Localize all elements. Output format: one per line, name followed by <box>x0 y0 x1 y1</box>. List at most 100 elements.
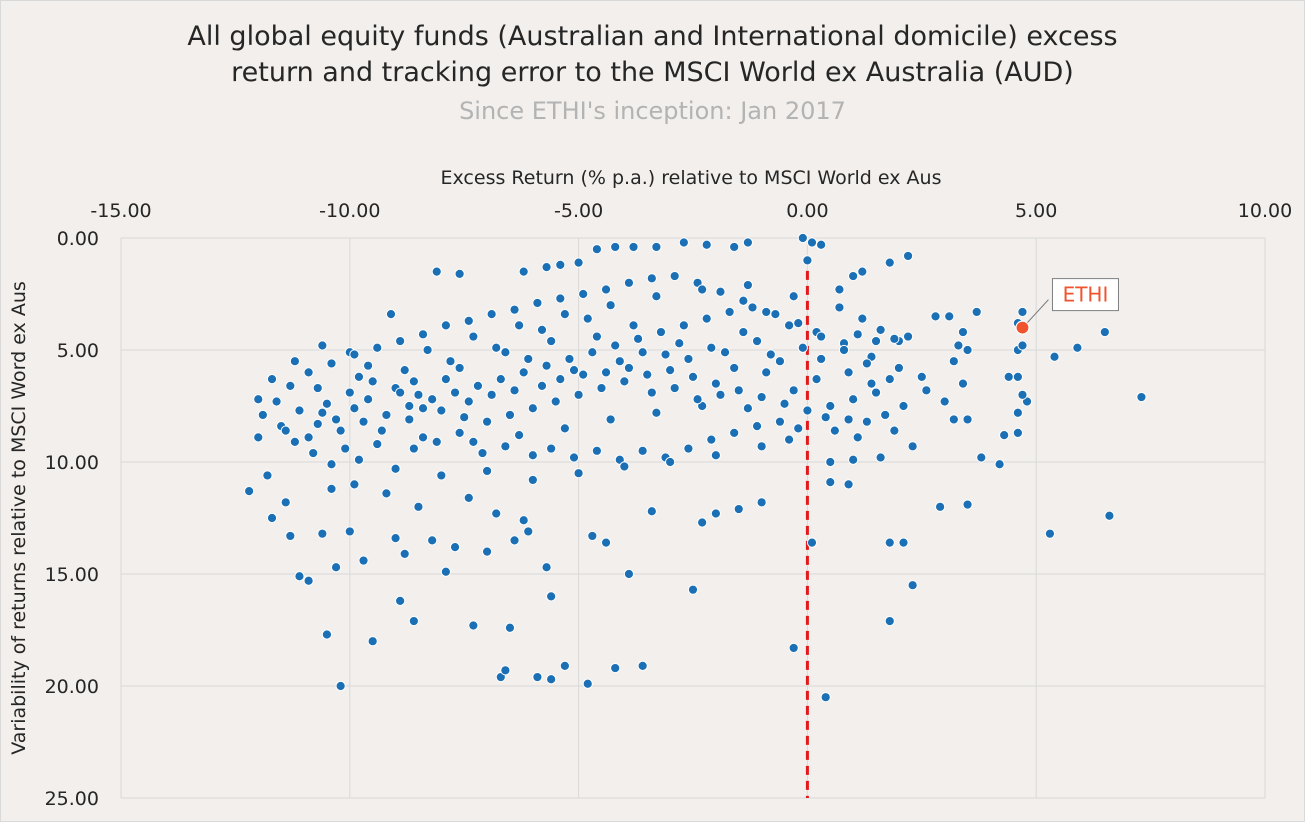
data-point <box>546 443 557 454</box>
data-point <box>486 309 497 320</box>
data-point <box>820 692 831 703</box>
data-point <box>449 387 461 398</box>
data-point <box>582 678 593 689</box>
data-point <box>1012 407 1023 418</box>
data-point <box>523 526 534 537</box>
data-point <box>742 403 754 414</box>
data-point <box>317 528 328 539</box>
data-point <box>559 309 570 320</box>
chart-title: All global equity funds (Australian and … <box>187 21 1118 88</box>
data-point <box>825 456 836 468</box>
data-point <box>701 239 712 250</box>
data-point <box>477 447 488 459</box>
data-point <box>852 432 863 443</box>
data-point <box>568 452 580 463</box>
data-point <box>459 412 470 423</box>
data-point <box>957 378 969 389</box>
data-point <box>875 324 886 335</box>
data-point <box>573 389 584 400</box>
data-point <box>701 313 712 324</box>
data-point <box>797 232 808 244</box>
data-point <box>646 273 657 284</box>
ethi-label-box <box>1051 278 1119 312</box>
data-point <box>481 465 493 477</box>
data-point <box>884 537 895 548</box>
data-point <box>312 418 323 430</box>
data-point <box>417 432 429 443</box>
data-point <box>303 367 314 378</box>
data-point <box>1017 306 1028 318</box>
data-point <box>687 371 699 382</box>
data-point <box>761 367 772 378</box>
data-point <box>770 309 781 320</box>
x-tick-label: 0.00 <box>786 200 828 222</box>
data-point <box>317 340 328 351</box>
data-point <box>555 293 566 304</box>
data-point <box>1017 389 1028 400</box>
y-tick-label: 15.00 <box>45 564 99 586</box>
data-point <box>408 376 419 387</box>
data-point <box>308 447 319 459</box>
data-point <box>742 237 754 248</box>
data-point <box>591 331 603 342</box>
data-point <box>999 430 1010 441</box>
data-point <box>427 394 438 405</box>
data-point <box>729 241 740 253</box>
data-point <box>660 349 671 360</box>
data-point <box>715 389 726 400</box>
data-point <box>637 445 648 456</box>
data-point <box>738 295 749 306</box>
data-point <box>500 347 511 358</box>
data-point <box>816 239 827 250</box>
data-point <box>303 575 314 586</box>
data-point <box>921 385 932 396</box>
data-point <box>962 414 973 425</box>
data-point <box>893 362 905 374</box>
data-point <box>610 340 621 351</box>
data-point <box>1136 391 1147 403</box>
data-point <box>504 409 516 421</box>
data-point <box>1099 326 1110 338</box>
data-point <box>605 414 616 425</box>
data-point <box>811 374 822 385</box>
data-point <box>244 486 255 497</box>
data-points <box>244 232 1147 703</box>
data-point <box>683 353 694 365</box>
data-point <box>271 396 282 407</box>
data-point <box>463 492 474 503</box>
data-point <box>870 335 882 347</box>
data-point <box>902 331 914 342</box>
data-point <box>646 387 657 398</box>
y-axis-title: Variability of returns relative to MSCI … <box>8 281 30 755</box>
data-point <box>756 441 767 452</box>
data-point <box>335 680 346 692</box>
data-point <box>504 622 516 633</box>
x-tick-label: -10.00 <box>319 200 380 222</box>
data-point <box>797 342 808 353</box>
data-point <box>335 425 346 436</box>
data-point <box>417 329 429 340</box>
data-point <box>957 326 969 338</box>
data-point <box>591 445 603 456</box>
data-point <box>774 416 786 427</box>
data-point <box>500 665 511 676</box>
data-point <box>632 333 644 344</box>
data-point <box>733 503 744 515</box>
data-point <box>550 396 561 407</box>
data-point <box>564 353 575 365</box>
data-point <box>449 542 461 553</box>
data-point <box>472 380 484 391</box>
data-point <box>994 459 1005 470</box>
data-point <box>962 344 973 356</box>
data-point <box>1003 371 1014 382</box>
y-tick-label: 20.00 <box>45 676 99 698</box>
data-point <box>697 284 708 295</box>
data-point <box>285 530 296 542</box>
data-point <box>436 470 447 481</box>
data-point <box>779 398 790 409</box>
data-point <box>623 362 635 374</box>
data-point <box>372 342 383 353</box>
data-point <box>417 403 429 414</box>
data-point <box>829 425 840 436</box>
data-point <box>623 277 635 288</box>
